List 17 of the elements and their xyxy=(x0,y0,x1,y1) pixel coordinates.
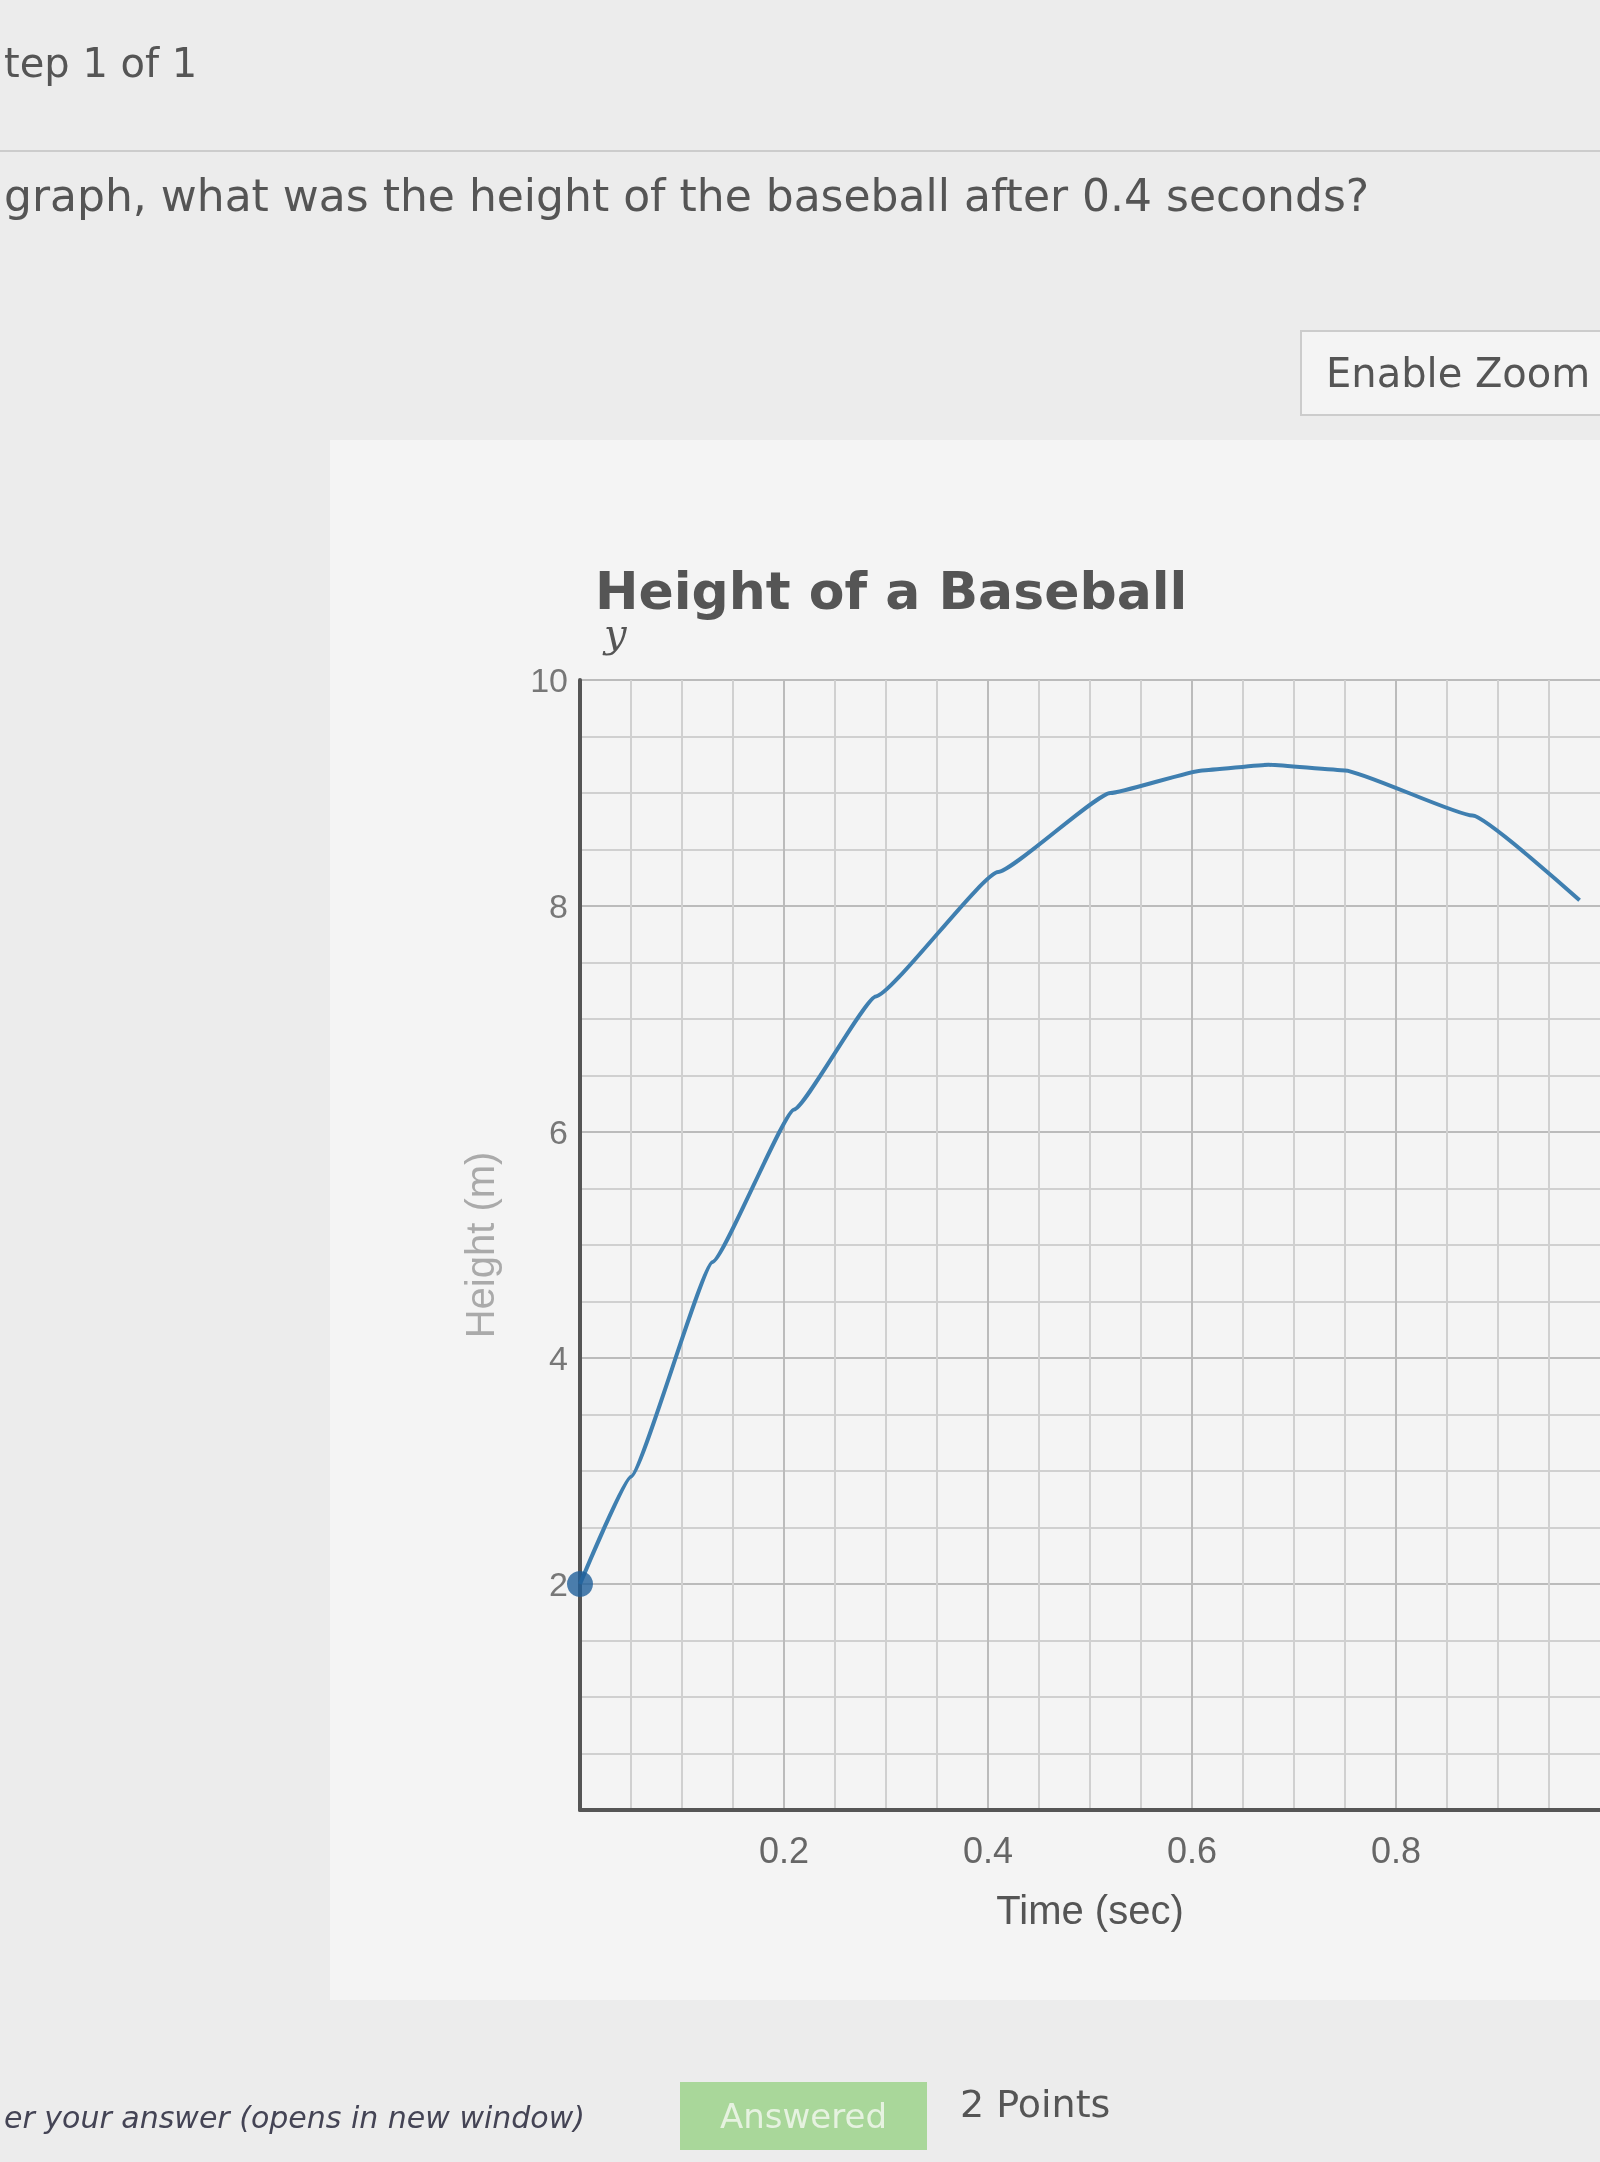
text: er your answer (opens in new window) xyxy=(4,2100,585,2135)
text: tep 1 of 1 xyxy=(4,40,198,86)
text: Enable Zoom xyxy=(1300,330,1600,416)
y-tick-label: 6 xyxy=(549,1113,568,1151)
text: Answered xyxy=(680,2082,927,2150)
y-tick-label: 8 xyxy=(549,887,568,925)
y-axis-title: Height (m) xyxy=(458,1151,502,1339)
x-tick-label: 0.6 xyxy=(1166,1829,1218,1871)
y-tick-label: 4 xyxy=(549,1339,568,1377)
text: 2 Points xyxy=(960,2082,1111,2126)
y-tick-label: 10 xyxy=(530,661,568,699)
chart-subtitle: graph, what was the height of the baseball after 0.4 seconds? xyxy=(4,170,1370,221)
x-tick-label: 0.8 xyxy=(1370,1829,1422,1871)
x-tick-label: 0.2 xyxy=(758,1829,810,1871)
y-tick-label: 2 xyxy=(549,1565,568,1603)
x-tick-label: 0.4 xyxy=(962,1829,1014,1871)
x-axis-title: Time (sec) xyxy=(996,1888,1184,1932)
